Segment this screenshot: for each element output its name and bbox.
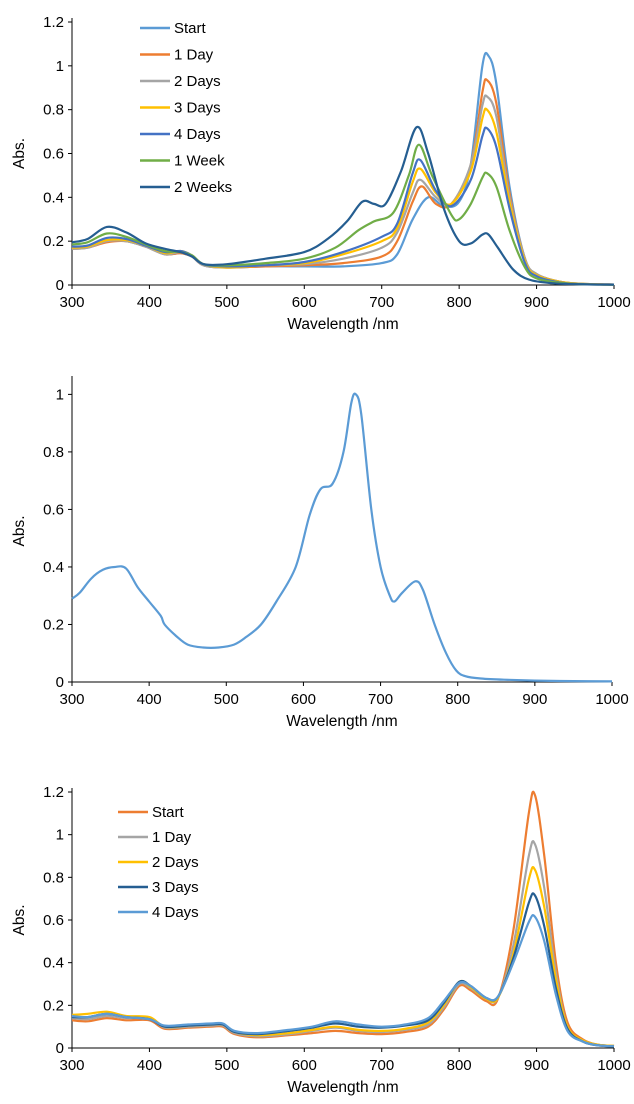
- x-tick-label: 400: [137, 691, 162, 708]
- legend-label: Start: [152, 804, 185, 821]
- legend-label: Start: [174, 20, 207, 37]
- y-tick-label: 0: [56, 1040, 64, 1057]
- y-tick-label: 1.2: [43, 14, 64, 31]
- x-tick-label: 500: [214, 691, 239, 708]
- series-line-1: [71, 392, 613, 683]
- x-tick-label: 900: [524, 1057, 549, 1074]
- y-tick-label: 0.6: [43, 146, 64, 163]
- y-tick-label: 0.6: [43, 501, 64, 518]
- x-tick-label: 600: [291, 691, 316, 708]
- x-tick-label: 300: [59, 691, 84, 708]
- x-tick-label: 900: [524, 294, 549, 311]
- chart-panel-2: 0 0.2 0.4 0.6 0.8 1 300 400 500 600 700 800 900 1000 W…: [11, 376, 629, 730]
- x-tick-label: 800: [447, 294, 472, 311]
- y-tick-label: 0.8: [43, 869, 64, 886]
- y-tick-label: 0: [56, 277, 64, 294]
- legend: Start 1 Day 2 Days 3 Days 4 Days 1 Week 2 Week…: [140, 20, 232, 196]
- series-line-1-week: [71, 143, 615, 286]
- legend-label: 2 Days: [174, 73, 221, 90]
- x-tick-label: 600: [292, 294, 317, 311]
- x-tick-label: 700: [369, 1057, 394, 1074]
- y-tick-label: 1.2: [43, 784, 64, 801]
- x-axis-title: Wavelength /nm: [286, 713, 397, 730]
- legend-label: 1 Day: [174, 47, 214, 64]
- legend: Start 1 Day 2 Days 3 Days 4 Days: [118, 804, 199, 921]
- y-tick-label: 0.4: [43, 955, 64, 972]
- y-tick-label: 1: [56, 386, 64, 403]
- chart-panel-1: 0 0.2 0.4 0.6 0.8 1 1.2 300 400 500 600 700 800 900 10…: [11, 14, 631, 333]
- x-tick-label: 700: [369, 294, 394, 311]
- y-tick-label: 0.6: [43, 912, 64, 929]
- y-tick-label: 0.8: [43, 102, 64, 119]
- x-axis-title: Wavelength /nm: [287, 1079, 398, 1096]
- x-tick-label: 1000: [597, 1057, 630, 1074]
- legend-label: 1 Day: [152, 829, 192, 846]
- legend-label: 3 Days: [152, 879, 199, 896]
- x-tick-label: 1000: [597, 294, 630, 311]
- legend-label: 3 Days: [174, 100, 221, 117]
- y-axis-title: Abs.: [11, 515, 28, 546]
- y-tick-label: 0.8: [43, 444, 64, 461]
- x-tick-label: 500: [214, 1057, 239, 1074]
- chart-panel-3: 0 0.2 0.4 0.6 0.8 1 1.2 300 400 500 600 700 800 900 10…: [11, 784, 631, 1096]
- x-tick-label: 800: [447, 1057, 472, 1074]
- legend-label: 1 Week: [174, 153, 225, 170]
- y-axis-title: Abs.: [11, 904, 28, 935]
- legend-label: 4 Days: [152, 904, 199, 921]
- legend-label: 2 Weeks: [174, 179, 232, 196]
- y-tick-label: 0: [56, 674, 64, 691]
- y-tick-label: 1: [56, 58, 64, 75]
- series-line-2-days: [71, 94, 615, 286]
- x-tick-label: 300: [59, 1057, 84, 1074]
- series-line-2-weeks: [71, 125, 615, 286]
- x-tick-label: 300: [59, 294, 84, 311]
- y-tick-label: 0.2: [43, 616, 64, 633]
- y-tick-label: 0.4: [43, 189, 64, 206]
- y-tick-label: 0.4: [43, 559, 64, 576]
- y-axis-title: Abs.: [11, 138, 28, 169]
- x-tick-label: 400: [137, 1057, 162, 1074]
- x-tick-label: 600: [292, 1057, 317, 1074]
- legend-label: 2 Days: [152, 854, 199, 871]
- x-tick-label: 400: [137, 294, 162, 311]
- series-line-4-days: [71, 126, 615, 286]
- y-tick-label: 0.2: [43, 233, 64, 250]
- y-tick-label: 0.2: [43, 997, 64, 1014]
- x-tick-label: 500: [214, 294, 239, 311]
- x-tick-label: 700: [368, 691, 393, 708]
- x-axis-title: Wavelength /nm: [287, 316, 398, 333]
- x-tick-label: 1000: [595, 691, 628, 708]
- legend-label: 4 Days: [174, 126, 221, 143]
- series-line-4-days: [71, 913, 615, 1048]
- series-line-1-day: [71, 840, 615, 1047]
- x-tick-label: 900: [522, 691, 547, 708]
- y-tick-label: 1: [56, 827, 64, 844]
- x-tick-label: 800: [445, 691, 470, 708]
